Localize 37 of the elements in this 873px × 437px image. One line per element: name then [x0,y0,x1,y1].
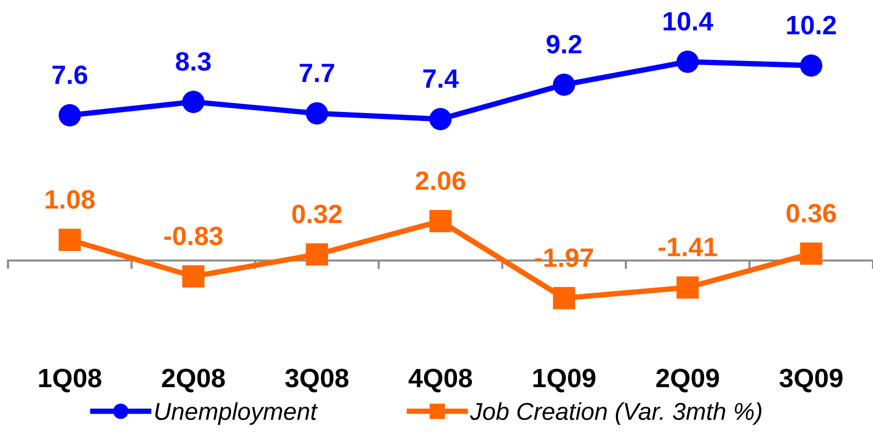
data-label: 7.4 [423,70,459,88]
x-tick-label: 1Q09 [533,368,596,392]
x-tick-label: 3Q09 [780,368,843,392]
x-tick-label: 1Q08 [39,368,102,392]
point [182,265,204,288]
point [800,54,822,77]
point [552,74,576,96]
data-label: 0.32 [292,204,342,224]
data-label: 1.08 [46,190,95,209]
data-label: -1.41 [658,238,717,256]
x-tick-label: 2Q09 [656,368,719,392]
data-label: 10.2 [787,16,836,34]
point [58,104,81,126]
legend-label: Job Creation (Var. 3mth %) [470,402,762,425]
data-label: 9.2 [546,34,582,54]
data-label: 7.6 [52,65,88,84]
point [306,102,328,124]
point [182,90,204,113]
data-label: 7.7 [300,64,334,82]
data-label: 8.3 [176,52,211,71]
data-label: 10.4 [664,12,714,31]
point [552,287,576,310]
point [429,108,452,130]
data-label: -1.97 [535,248,593,268]
point [676,50,699,73]
legend-label: Unemployment [155,402,318,425]
data-label: 2.06 [416,171,466,190]
point [58,228,81,251]
x-tick-label: 2Q08 [162,368,225,392]
data-label: -0.83 [164,226,222,246]
data-label: 0.36 [786,204,836,223]
point [306,243,328,266]
point [800,242,822,265]
x-tick-label: 3Q08 [285,368,348,392]
point [676,276,699,299]
x-tick-label: 4Q08 [408,368,472,392]
point [429,210,452,232]
